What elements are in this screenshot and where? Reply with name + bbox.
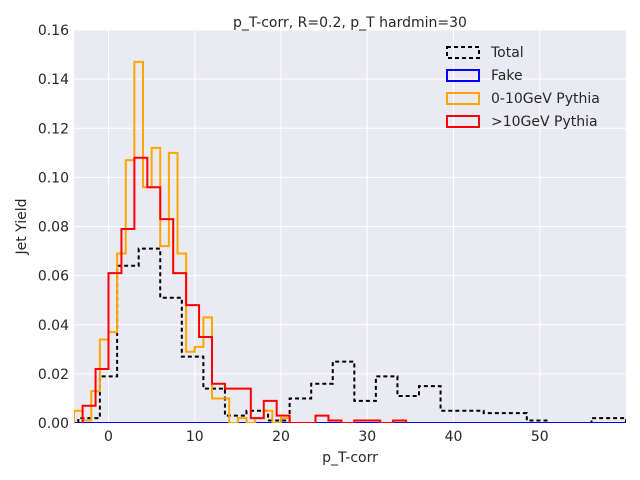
legend-label: >10GeV Pythia	[491, 114, 598, 130]
x-axis-label: p_T-corr	[322, 450, 378, 466]
x-tick-label: 0	[104, 429, 113, 445]
legend: Total Fake 0-10GeV Pythia >10GeV Pythia	[446, 45, 600, 130]
tick-labels: 0 10 20 30 40 50 0.00 0.02 0.04 0.06 0.08 0.10 0.12 0…	[38, 23, 549, 445]
y-tick-label: 0.02	[38, 367, 69, 383]
y-tick-label: 0.12	[38, 121, 69, 137]
y-tick-label: 0.14	[38, 72, 69, 88]
chart-title: p_T-corr, R=0.2, p_T hardmin=30	[233, 15, 467, 31]
x-tick-label: 50	[531, 429, 549, 445]
y-tick-label: 0.04	[38, 318, 69, 334]
y-tick-label: 0.00	[38, 416, 69, 432]
legend-label: 0-10GeV Pythia	[491, 91, 600, 107]
legend-swatch	[446, 115, 480, 128]
series-total	[77, 247, 626, 423]
grid	[74, 29, 626, 424]
legend-swatch	[446, 69, 480, 82]
x-tick-label: 10	[186, 429, 204, 445]
y-tick-label: 0.08	[38, 220, 69, 236]
legend-label: Fake	[491, 68, 523, 84]
series-layer	[74, 60, 626, 423]
y-tick-label: 0.10	[38, 170, 69, 186]
legend-swatch	[446, 92, 480, 105]
x-tick-label: 30	[358, 429, 376, 445]
legend-swatch	[446, 46, 480, 59]
y-tick-label: 0.06	[38, 269, 69, 285]
y-axis-label: Jet Yield	[14, 198, 30, 255]
y-tick-label: 0.16	[38, 23, 69, 39]
series-10gev-pythia	[81, 156, 408, 423]
legend-label: Total	[490, 45, 524, 61]
x-tick-label: 20	[272, 429, 290, 445]
x-tick-label: 40	[445, 429, 463, 445]
